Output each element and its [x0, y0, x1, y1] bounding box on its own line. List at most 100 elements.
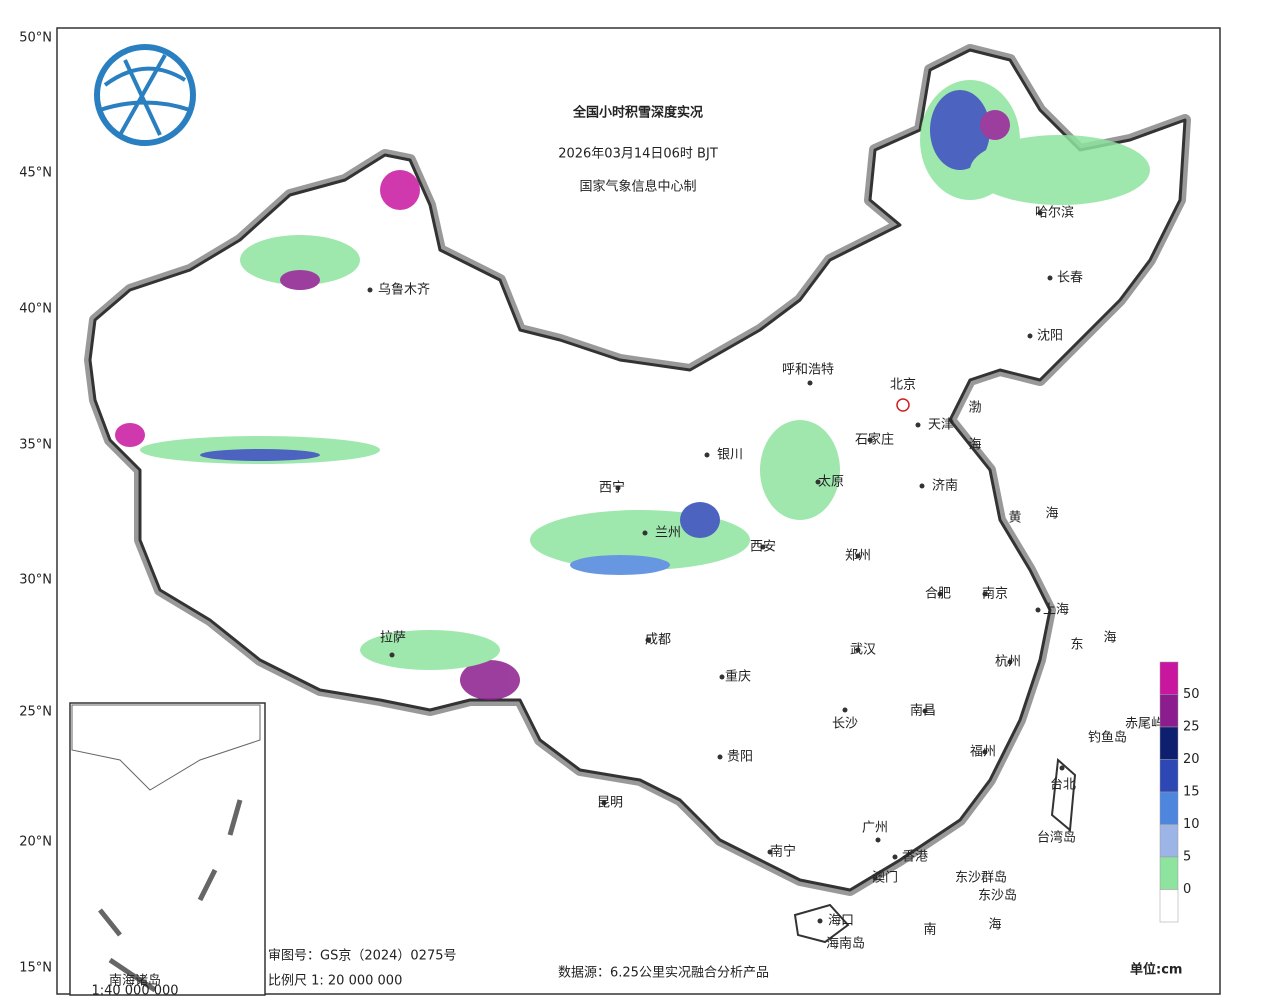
legend-swatch [1159, 791, 1179, 825]
city-dot [1037, 210, 1043, 216]
city-dot [760, 544, 766, 550]
city-label: 乌鲁木齐 [378, 282, 430, 298]
city-label: 南宁 [770, 844, 796, 860]
city-dot [1047, 275, 1053, 281]
city-dot [1027, 333, 1033, 339]
legend-label: 5 [1183, 850, 1191, 865]
city-dot [1059, 765, 1065, 771]
city-dot [615, 485, 621, 491]
lat-label: 30°N [19, 573, 52, 588]
inset [69, 702, 266, 996]
city-label: 呼和浩特 [782, 363, 834, 378]
approval: 审图号：GS京（2024）0275号 [268, 949, 457, 964]
city-dot [1035, 607, 1041, 613]
city-label: 武汉 [850, 643, 876, 658]
city-label: 银川 [717, 448, 743, 463]
city-label: 台北 [1050, 778, 1076, 793]
legend-swatch [1159, 759, 1179, 793]
city-dot [719, 674, 725, 680]
city-dot [842, 707, 848, 713]
city-label: 澳门 [872, 870, 898, 886]
legend-label: 25 [1183, 720, 1200, 735]
city-dot [919, 483, 925, 489]
city-dot [982, 749, 988, 755]
lat-label: 25°N [19, 705, 52, 720]
sea-label: 黄 [1008, 511, 1021, 526]
inset-scale: 1:40 000 000 [91, 984, 178, 999]
city-dot [922, 708, 928, 714]
unit: 单位:cm [1130, 962, 1182, 978]
logo [94, 44, 196, 146]
producer: 国家气象信息中心制 [579, 179, 696, 195]
legend-label: 0 [1183, 882, 1191, 897]
sea-label: 东 [1070, 638, 1083, 653]
city-label: 太原 [818, 475, 844, 490]
city-dot [915, 422, 921, 428]
city-dot [367, 287, 373, 293]
city-label: 沈阳 [1037, 329, 1063, 344]
legend-swatch [1159, 726, 1179, 760]
city-label: 拉萨 [380, 631, 406, 646]
city-dot [937, 591, 943, 597]
capital: 北京 [890, 378, 916, 393]
legend-label: 15 [1183, 785, 1200, 800]
city-label: 海口 [828, 914, 854, 929]
city-dot [875, 837, 881, 843]
city-dot [855, 647, 861, 653]
city-label: 西宁 [599, 480, 625, 496]
city-label: 南京 [982, 586, 1008, 602]
legend-label: 20 [1183, 752, 1200, 767]
lat-label: 50°N [19, 31, 52, 46]
city-dot [867, 437, 873, 443]
city-dot [892, 854, 898, 860]
city-label: 南昌 [910, 703, 936, 719]
city-dot [817, 918, 823, 924]
legend-label: 50 [1183, 687, 1200, 702]
city-label: 重庆 [725, 669, 751, 685]
city-dot [642, 530, 648, 536]
city-dot [767, 849, 773, 855]
city-label: 兰州 [655, 526, 681, 541]
city-dot [717, 754, 723, 760]
city-dot [855, 553, 861, 559]
city-label: 济南 [932, 478, 958, 494]
city-dot [872, 875, 878, 881]
city-dot [1007, 659, 1013, 665]
city-label: 哈尔滨 [1035, 205, 1074, 221]
city-dot [982, 591, 988, 597]
city-dot [645, 637, 651, 643]
sea-label: 渤 [968, 400, 981, 416]
city-label: 福州 [970, 745, 996, 760]
city-label: 上海 [1043, 603, 1069, 618]
city-label: 广州 [862, 821, 888, 836]
city-label: 杭州 [995, 655, 1021, 670]
lat-label: 40°N [19, 302, 52, 317]
island-label: 赤尾屿 [1125, 717, 1164, 732]
capital-marker [896, 398, 910, 412]
legend-swatch [1159, 889, 1179, 923]
sea-label: 海 [988, 918, 1001, 933]
scale: 比例尺 1: 20 000 000 [268, 974, 402, 989]
city-label: 天津 [928, 418, 954, 433]
sea-label: 海 [968, 438, 981, 453]
city-label: 成都 [645, 633, 671, 648]
city-label: 昆明 [597, 796, 623, 811]
city-label: 香港 [902, 850, 928, 865]
island-label: 东沙群岛 [955, 870, 1007, 886]
taiwan [1050, 757, 1077, 832]
sea-label: 海 [1103, 631, 1116, 646]
city-label: 西安 [750, 540, 776, 555]
city-dot [389, 652, 395, 658]
city-label: 合肥 [925, 587, 951, 602]
city-label: 石家庄 [855, 432, 894, 448]
source: 数据源：6.25公里实况融合分析产品 [558, 966, 769, 981]
hainan [793, 903, 850, 944]
china-outline [88, 48, 1187, 892]
legend-swatch [1159, 661, 1179, 695]
city-dot [601, 800, 607, 806]
lat-label: 45°N [19, 166, 52, 181]
island-label: 东沙岛 [978, 888, 1017, 904]
island-label: 海南岛 [826, 936, 865, 952]
sea-label: 海 [1045, 507, 1058, 522]
